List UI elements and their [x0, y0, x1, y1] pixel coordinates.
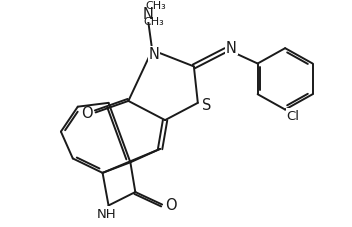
Text: S: S	[202, 98, 212, 113]
Text: N: N	[226, 41, 237, 55]
Text: CH₃: CH₃	[144, 17, 164, 27]
Text: O: O	[81, 106, 93, 120]
Text: Cl: Cl	[287, 109, 300, 122]
Text: NH: NH	[97, 207, 117, 220]
Text: CH₃: CH₃	[146, 1, 166, 11]
Text: N: N	[143, 7, 154, 22]
Text: N: N	[149, 47, 159, 62]
Text: O: O	[165, 197, 177, 212]
